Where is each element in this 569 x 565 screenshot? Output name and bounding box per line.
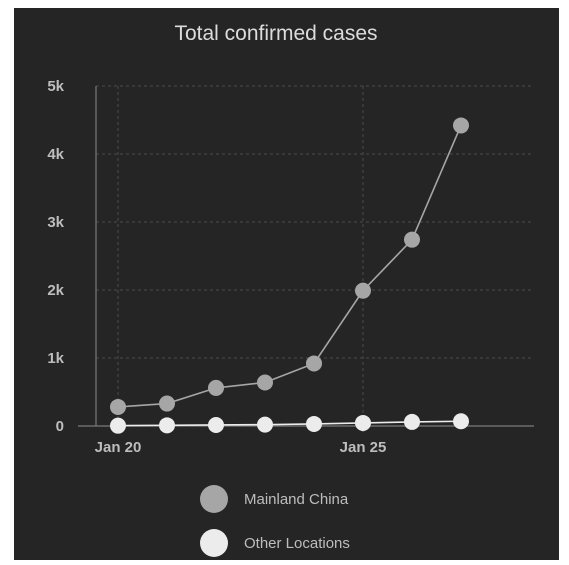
chart-title: Total confirmed cases — [174, 22, 377, 45]
legend-item: Other Locations — [200, 529, 350, 557]
series-layer — [110, 117, 469, 434]
data-point — [208, 416, 224, 433]
data-point — [306, 415, 322, 432]
y-axis-ticks: 0 1k 2k 3k 4k 5k — [47, 78, 64, 435]
series-other-locations — [110, 413, 469, 434]
data-point — [159, 395, 175, 412]
y-tick-label: 5k — [47, 78, 64, 95]
data-point — [453, 117, 469, 134]
data-point — [404, 231, 420, 248]
gridlines — [96, 85, 534, 426]
legend-marker-other-locations — [200, 529, 228, 557]
x-tick-label: Jan 25 — [340, 439, 387, 456]
data-point — [355, 282, 371, 299]
data-point — [208, 379, 224, 396]
y-tick-label: 3k — [47, 214, 64, 231]
data-point — [404, 413, 420, 430]
x-tick-label: Jan 20 — [95, 439, 142, 456]
data-point — [257, 374, 273, 391]
legend-marker-mainland-china — [200, 485, 228, 513]
y-tick-label: 2k — [47, 282, 64, 299]
data-point — [159, 417, 175, 434]
data-point — [453, 413, 469, 430]
data-point — [110, 398, 126, 415]
y-tick-label: 0 — [56, 418, 64, 435]
data-point — [110, 417, 126, 434]
data-point — [257, 416, 273, 433]
chart-panel: Total confirmed cases 0 1k 2k 3k 4k 5k Jan 20… — [14, 8, 559, 560]
line-chart: Total confirmed cases 0 1k 2k 3k 4k 5k Jan 20… — [14, 8, 559, 560]
series-mainland-china — [110, 117, 469, 415]
data-point — [355, 414, 371, 431]
chart-background — [14, 8, 559, 560]
x-axis-ticks: Jan 20 Jan 25 — [95, 426, 387, 456]
y-tick-label: 4k — [47, 146, 64, 163]
legend-label: Other Locations — [244, 535, 350, 552]
series-line — [117, 420, 462, 427]
legend-item: Mainland China — [200, 485, 349, 513]
data-point — [306, 355, 322, 372]
y-tick-label: 1k — [47, 350, 64, 367]
series-line — [117, 125, 462, 408]
legend-label: Mainland China — [244, 491, 349, 508]
legend: Mainland China Other Locations — [200, 485, 350, 557]
